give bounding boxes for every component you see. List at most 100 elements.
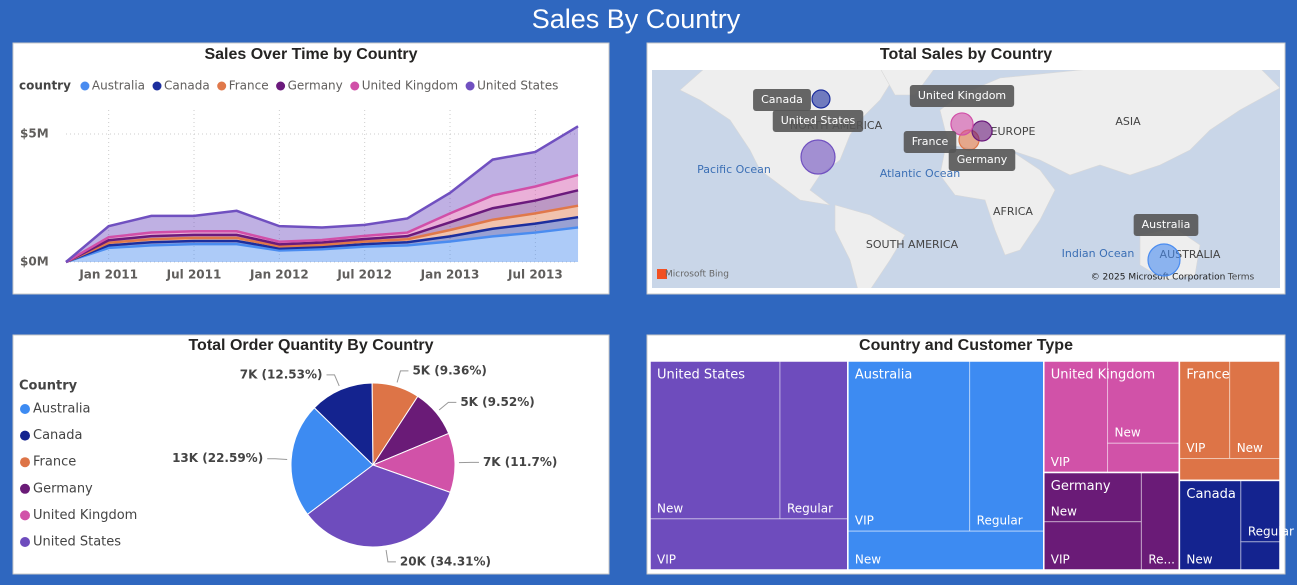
pie-slice [306,464,451,548]
x-tick-label: Jul 2011 [166,268,222,282]
group-label: Australia [855,368,913,383]
treemap-cell [847,360,971,532]
leader-line [267,458,288,461]
legend-label: France [229,79,269,93]
map-label: EUROPE [991,125,1036,138]
map-label: Pacific Ocean [697,163,771,176]
line [65,204,579,264]
legend-label: Australia [33,402,91,417]
bubble-tag [903,131,957,153]
land [834,204,906,288]
group-label: United Kingdom [1051,368,1155,383]
dashboard-title: Sales By Country [532,4,741,34]
treemap-cell [649,518,849,571]
bubble [1147,243,1181,277]
x-tick-label: Jan 2013 [420,268,480,282]
legend-marker [20,457,30,468]
map-label: SOUTH AMERICA [866,238,959,251]
legend-marker [350,81,360,91]
cell-label: VIP [657,553,676,567]
legend-label: United Kingdom [33,508,137,523]
data-label: 7K (12.53%) [240,367,323,381]
legend-marker [217,81,227,91]
treemap-cell [1178,458,1281,481]
data-label: 5K (9.36%) [412,363,486,377]
treemap-cell [969,360,1045,532]
map-label: Atlantic Ocean [880,167,961,180]
cell-label: New [1237,441,1263,455]
bubble-tag-label: France [912,135,949,148]
cell-label: VIP [1051,455,1070,469]
treemap-cell [1240,479,1281,543]
y-tick-label: $0M [20,255,49,269]
legend-label: Germany [288,79,343,93]
x-tick-label: Jan 2012 [249,268,309,282]
cell-label: New [855,553,881,567]
cell-label: New [1051,504,1077,518]
area [66,126,579,262]
land [679,70,900,206]
data-label: 13K (22.59%) [172,451,263,465]
cell-label: VIP [1051,553,1070,567]
legend-label: United States [477,79,558,93]
cell-label: New [657,501,683,515]
line [65,173,579,264]
treemap-cell [1107,360,1180,444]
cell-label: New [1186,553,1212,567]
group-label: United States [657,368,745,383]
map-label: Microsoft Bing [665,270,729,280]
bubble-tag [772,110,864,132]
pie-slice [290,407,374,516]
group-label: Germany [1051,479,1111,494]
bubble [971,120,993,142]
cell-label: Regular [977,514,1023,528]
chart-title: Total Order Quantity By Country [188,337,433,354]
leader-line [385,549,396,563]
bubble-tag-label: Canada [761,93,803,106]
map-label: Terms [1227,273,1255,283]
legend-label: Germany [33,481,93,496]
chart-title: Total Sales by Country [880,46,1052,63]
treemap-cell [779,360,849,520]
legend-marker [152,81,162,91]
x-tick-label: Jul 2013 [507,268,563,282]
data-label: 20K (34.31%) [400,554,491,568]
treemap-cell [847,530,1045,571]
cell-label: Regular [1248,524,1294,538]
treemap-cell [1107,442,1180,474]
y-tick-label: $5M [20,127,49,141]
data-label: 7K (11.7%) [483,455,557,469]
group-border [1178,479,1281,571]
legend-title: country [19,79,71,93]
panel [12,42,610,295]
map-label: © 2025 Microsoft Corporation [1091,273,1226,283]
group-label: France [1186,368,1229,383]
legend-marker [276,81,286,91]
cell-label: VIP [855,514,874,528]
bubble [811,89,831,109]
line [65,226,579,264]
bubble-tag [909,85,1015,107]
land [939,149,1056,256]
legend-title: Country [19,379,78,394]
bubble-tag-label: United Kingdom [918,89,1006,102]
legend-marker [20,510,30,521]
x-tick-label: Jan 2011 [78,268,138,282]
bubble-tag [753,89,811,111]
bubble [800,139,836,175]
line [65,125,579,263]
cell-label: Re... [1148,553,1175,567]
bubble-tag-label: United States [781,114,856,127]
leader-line [326,374,340,387]
cell-label: VIP [1186,441,1205,455]
chart-title: Sales Over Time by Country [204,46,417,63]
treemap-cell [1240,541,1281,571]
treemap-cell [649,360,781,520]
legend-label: France [33,455,76,470]
legend-label: Australia [92,79,145,93]
pie-slice [313,382,374,467]
map-label: ASIA [1115,115,1141,128]
legend-marker [20,430,30,441]
area [66,227,579,262]
